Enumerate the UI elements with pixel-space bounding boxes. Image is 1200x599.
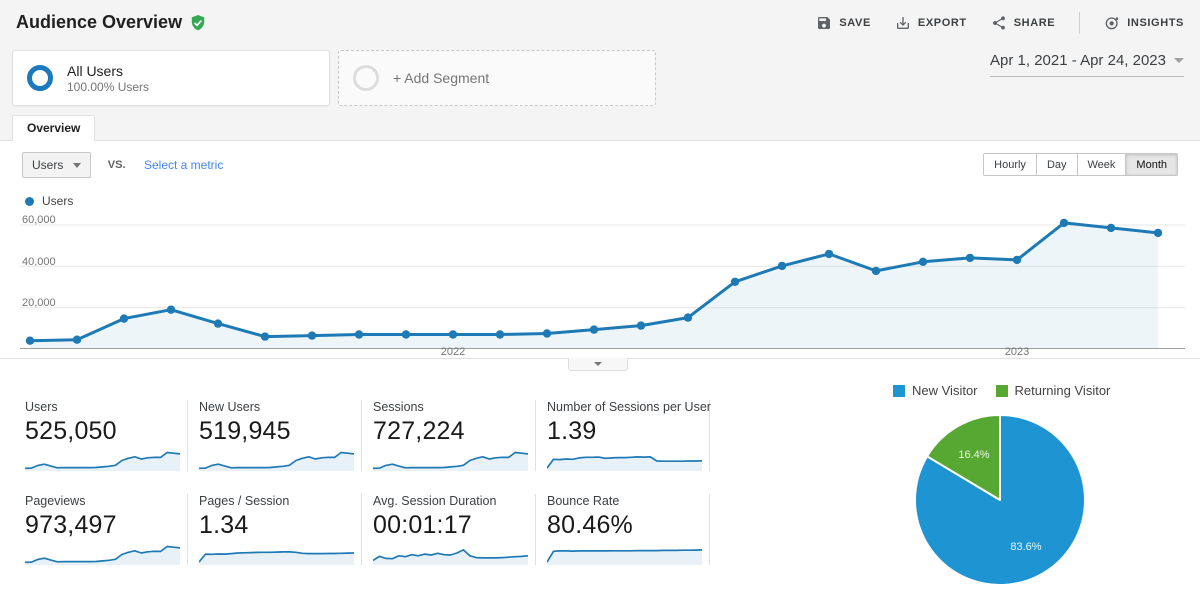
granularity-day-button[interactable]: Day: [1035, 153, 1078, 176]
controls-row: Users VS. Select a metric Hourly Day Wee…: [22, 152, 1178, 178]
sparkline: [25, 451, 180, 471]
export-button[interactable]: EXPORT: [895, 15, 967, 31]
legend-square-icon: [893, 384, 905, 397]
tab-overview[interactable]: Overview: [12, 115, 96, 141]
chevron-down-icon: [1174, 58, 1184, 63]
legend-square-icon: [995, 384, 1008, 397]
verified-shield-icon: [190, 14, 206, 31]
segment-subtitle: 100.00% Users: [67, 79, 150, 94]
chevron-down-icon: [73, 162, 82, 168]
granularity-hourly-button[interactable]: Hourly: [983, 153, 1037, 176]
metric-label: Bounce Rate: [547, 494, 620, 508]
save-button[interactable]: SAVE: [816, 15, 871, 31]
metric-label: Pages / Session: [199, 494, 290, 508]
metric-value: 525,050: [25, 417, 117, 445]
metric-card-sessions-per-user: Number of Sessions per User 1.39: [547, 400, 711, 471]
share-label: SHARE: [1013, 16, 1056, 29]
y-axis-tick: 40,000: [22, 256, 56, 268]
add-segment-button[interactable]: + Add Segment: [338, 50, 656, 106]
sparkline: [547, 549, 702, 565]
granularity-month-button[interactable]: Month: [1125, 153, 1178, 176]
sparkline: [199, 551, 354, 565]
metric-label: New Users: [199, 400, 261, 414]
metric-value: 727,224: [373, 417, 465, 445]
insights-button[interactable]: INSIGHTS: [1104, 15, 1184, 31]
metric-dropdown-label: Users: [32, 158, 64, 172]
metric-card-users: Users 525,050: [25, 400, 188, 471]
header-bar: Audience Overview SAVE EXPORT SHARE: [0, 0, 1200, 45]
sparkline: [547, 456, 702, 471]
vs-label: VS.: [107, 159, 126, 171]
select-a-metric-link[interactable]: Select a metric: [143, 158, 224, 172]
visitor-type-pie-chart[interactable]: 83.6% 16.4%: [912, 412, 1088, 588]
metric-label: Avg. Session Duration: [373, 494, 497, 508]
tab-bar: Overview: [0, 115, 1200, 141]
metric-card-sessions: Sessions 727,224: [373, 400, 536, 471]
pie-legend-label: Returning Visitor: [1014, 383, 1111, 398]
sparkline: [199, 451, 354, 471]
users-line-chart[interactable]: [20, 210, 1185, 350]
chevron-down-icon: [594, 362, 602, 366]
granularity-buttons: Hourly Day Week Month: [983, 153, 1178, 176]
legend-dot-icon: [25, 196, 34, 206]
collapse-chart-tab[interactable]: [568, 358, 628, 371]
insights-label: INSIGHTS: [1127, 16, 1184, 29]
export-label: EXPORT: [917, 16, 967, 29]
metric-value: 1.34: [199, 511, 249, 539]
tab-overview-label: Overview: [27, 121, 81, 135]
add-segment-label: + Add Segment: [393, 70, 490, 86]
metric-row: Pageviews 973,497 Pages / Session 1.34 A…: [25, 494, 721, 565]
metric-row: Users 525,050 New Users 519,945 Sessions…: [25, 400, 721, 471]
header-actions: SAVE EXPORT SHARE INSIGHTS: [816, 11, 1184, 34]
header-divider: [1079, 11, 1081, 34]
date-range-text: Apr 1, 2021 - Apr 24, 2023: [990, 52, 1166, 69]
share-button[interactable]: SHARE: [991, 15, 1056, 31]
download-icon: [896, 16, 909, 29]
segment-all-users[interactable]: All Users 100.00% Users: [12, 50, 330, 106]
metric-value: 80.46%: [547, 511, 633, 539]
save-icon: [818, 16, 831, 29]
metric-value: 00:01:17: [373, 511, 472, 539]
chart-legend: Users: [25, 194, 73, 208]
svg-text:16.4%: 16.4%: [958, 449, 989, 461]
metric-card-pages-per-session: Pages / Session 1.34: [199, 494, 362, 565]
metric-label: Sessions: [373, 400, 424, 414]
metric-card-new-users: New Users 519,945: [199, 400, 362, 471]
sparkline: [25, 545, 180, 565]
pie-legend: New Visitor Returning Visitor: [893, 383, 1110, 398]
metric-value: 1.39: [547, 417, 597, 445]
page-title: Audience Overview: [16, 12, 183, 32]
metric-card-pageviews: Pageviews 973,497: [25, 494, 188, 565]
metric-label: Pageviews: [25, 494, 86, 508]
x-axis-tick: 2023: [1004, 346, 1030, 358]
pie-legend-label: New Visitor: [912, 383, 978, 398]
save-label: SAVE: [839, 16, 871, 29]
sparkline: [373, 451, 528, 471]
metric-dropdown[interactable]: Users: [22, 152, 92, 178]
metric-label: Users: [25, 400, 58, 414]
granularity-week-button[interactable]: Week: [1076, 153, 1127, 176]
sparkline: [373, 549, 528, 565]
metric-value: 973,497: [25, 511, 117, 539]
metric-cards: Users 525,050 New Users 519,945 Sessions…: [25, 400, 721, 565]
segment-title: All Users: [67, 62, 124, 79]
segment-ring-icon: [27, 65, 53, 91]
share-icon: [992, 15, 1005, 30]
date-range-selector[interactable]: Apr 1, 2021 - Apr 24, 2023: [990, 52, 1184, 77]
add-segment-ring-icon: [353, 65, 379, 91]
pie-legend-returning-visitor: Returning Visitor: [995, 383, 1111, 398]
y-axis-tick: 20,000: [22, 297, 56, 309]
top-gray-area: Audience Overview SAVE EXPORT SHARE: [0, 0, 1200, 141]
metric-card-bounce-rate: Bounce Rate 80.46%: [547, 494, 710, 565]
x-axis-tick: 2022: [440, 346, 466, 358]
pie-legend-new-visitor: New Visitor: [893, 383, 978, 398]
legend-users-label: Users: [42, 194, 74, 208]
metric-label: Number of Sessions per User: [547, 400, 711, 414]
metric-card-avg-session-duration: Avg. Session Duration 00:01:17: [373, 494, 536, 565]
insights-icon: [1105, 16, 1119, 29]
y-axis-tick: 60,000: [22, 214, 56, 226]
svg-text:83.6%: 83.6%: [1010, 541, 1041, 553]
metric-value: 519,945: [199, 417, 291, 445]
